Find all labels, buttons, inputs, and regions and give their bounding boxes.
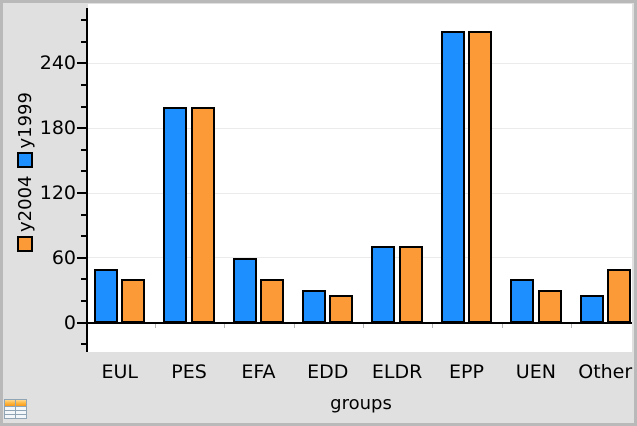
x-category-label-other: Other <box>578 361 633 383</box>
bar-eul-y2004[interactable] <box>121 279 146 323</box>
y-minor-tick--20 <box>81 343 86 346</box>
x-boundary-tick <box>224 324 226 328</box>
bar-other-y1999[interactable] <box>579 294 604 323</box>
x-category-label-eldr: ELDR <box>371 361 423 383</box>
bar-eldr-y2004[interactable] <box>398 245 423 323</box>
gridline-180 <box>88 127 632 129</box>
bar-edd-y2004[interactable] <box>329 294 354 323</box>
spreadsheet-icon-cell <box>5 411 15 414</box>
y-axis-legend: y2004 y1999 <box>14 90 36 254</box>
y-minor-tick-220 <box>81 84 86 86</box>
y-minor-tick-100 <box>81 213 86 216</box>
bar-epp-y1999[interactable] <box>440 31 465 323</box>
y-major-tick-0 <box>77 321 86 324</box>
gridline-120 <box>88 192 632 194</box>
y-major-tick-180 <box>77 127 86 130</box>
plot-area <box>88 4 632 352</box>
gridline-60 <box>88 257 632 259</box>
x-axis-line <box>86 322 632 324</box>
x-boundary-tick <box>501 324 503 328</box>
spreadsheet-icon-cell <box>16 407 26 410</box>
x-boundary-tick <box>293 324 295 328</box>
bar-edd-y1999[interactable] <box>302 290 327 323</box>
x-boundary-tick <box>155 324 156 328</box>
x-boundary-tick <box>363 324 365 328</box>
bar-pes-y2004[interactable] <box>190 106 215 323</box>
bar-uen-y2004[interactable] <box>537 290 562 323</box>
y-minor-tick-140 <box>81 170 86 173</box>
x-category-label-eul: EUL <box>101 361 138 383</box>
x-category-label-edd: EDD <box>307 361 349 383</box>
y-axis-line <box>86 8 88 352</box>
spreadsheet-icon-header-cell <box>5 400 15 406</box>
y-minor-tick-160 <box>81 148 86 151</box>
y-tick-label-0: 0 <box>63 311 76 334</box>
x-category-label-uen: UEN <box>515 361 556 383</box>
spreadsheet-icon-header-cell <box>16 400 26 406</box>
gridline-240 <box>88 62 632 64</box>
y-tick-label-180: 180 <box>39 117 76 140</box>
legend-swatch-y1999-icon <box>17 152 33 169</box>
x-category-label-efa: EFA <box>241 361 276 383</box>
spreadsheet-page-icon[interactable] <box>4 399 27 419</box>
y-minor-tick-40 <box>81 278 86 281</box>
bar-pes-y1999[interactable] <box>163 106 188 323</box>
x-axis-title[interactable]: groups <box>330 393 392 414</box>
y-tick-label-240: 240 <box>39 52 76 75</box>
y-tick-label-120: 120 <box>39 182 76 204</box>
spreadsheet-icon-cell <box>16 411 26 414</box>
bar-uen-y1999[interactable] <box>510 279 535 323</box>
y-major-tick-120 <box>77 192 86 194</box>
bar-efa-y2004[interactable] <box>260 279 285 323</box>
x-boundary-tick <box>432 324 434 328</box>
x-boundary-tick <box>571 324 573 328</box>
bar-efa-y1999[interactable] <box>232 257 257 323</box>
y-minor-tick-80 <box>81 235 86 238</box>
bar-other-y2004[interactable] <box>606 268 631 323</box>
y-tick-label-60: 60 <box>51 246 76 269</box>
bar-eldr-y1999[interactable] <box>371 245 396 323</box>
y-major-tick-60 <box>77 256 86 259</box>
bar-eul-y1999[interactable] <box>94 268 118 323</box>
spreadsheet-icon-cell <box>16 415 26 418</box>
x-category-label-pes: PES <box>171 361 207 383</box>
y-minor-tick-280 <box>81 19 86 22</box>
y-minor-tick-200 <box>81 105 86 108</box>
spreadsheet-icon-cell <box>5 415 15 418</box>
bar-epp-y2004[interactable] <box>468 31 493 323</box>
spreadsheet-icon-cell <box>5 407 15 410</box>
y-minor-tick-20 <box>81 300 86 302</box>
y-minor-tick-260 <box>81 40 86 43</box>
x-category-label-epp: EPP <box>449 361 484 383</box>
y-major-tick-240 <box>77 62 86 65</box>
